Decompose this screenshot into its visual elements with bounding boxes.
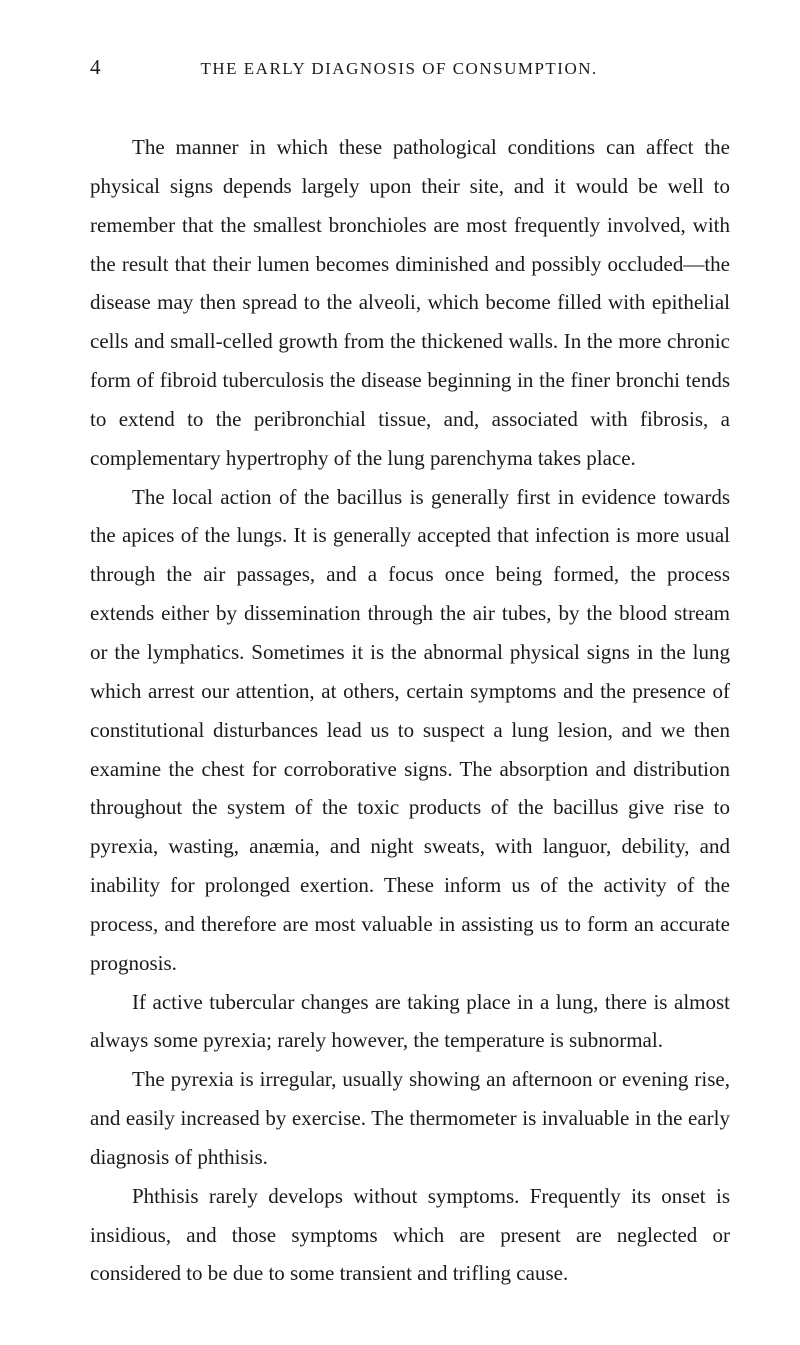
page-number: 4 [90, 55, 101, 80]
paragraph-4: The pyrexia is irregular, usually showin… [90, 1060, 730, 1177]
paragraph-1: The manner in which these pathological c… [90, 128, 730, 478]
paragraph-5: Phthisis rarely develops without symptom… [90, 1177, 730, 1294]
page-header: 4 THE EARLY DIAGNOSIS OF CONSUMPTION. [90, 55, 730, 80]
body-text: The manner in which these pathological c… [90, 128, 730, 1293]
running-title: THE EARLY DIAGNOSIS OF CONSUMPTION. [201, 59, 598, 79]
paragraph-2: The local action of the bacillus is gene… [90, 478, 730, 983]
paragraph-3: If active tubercular changes are taking … [90, 983, 730, 1061]
